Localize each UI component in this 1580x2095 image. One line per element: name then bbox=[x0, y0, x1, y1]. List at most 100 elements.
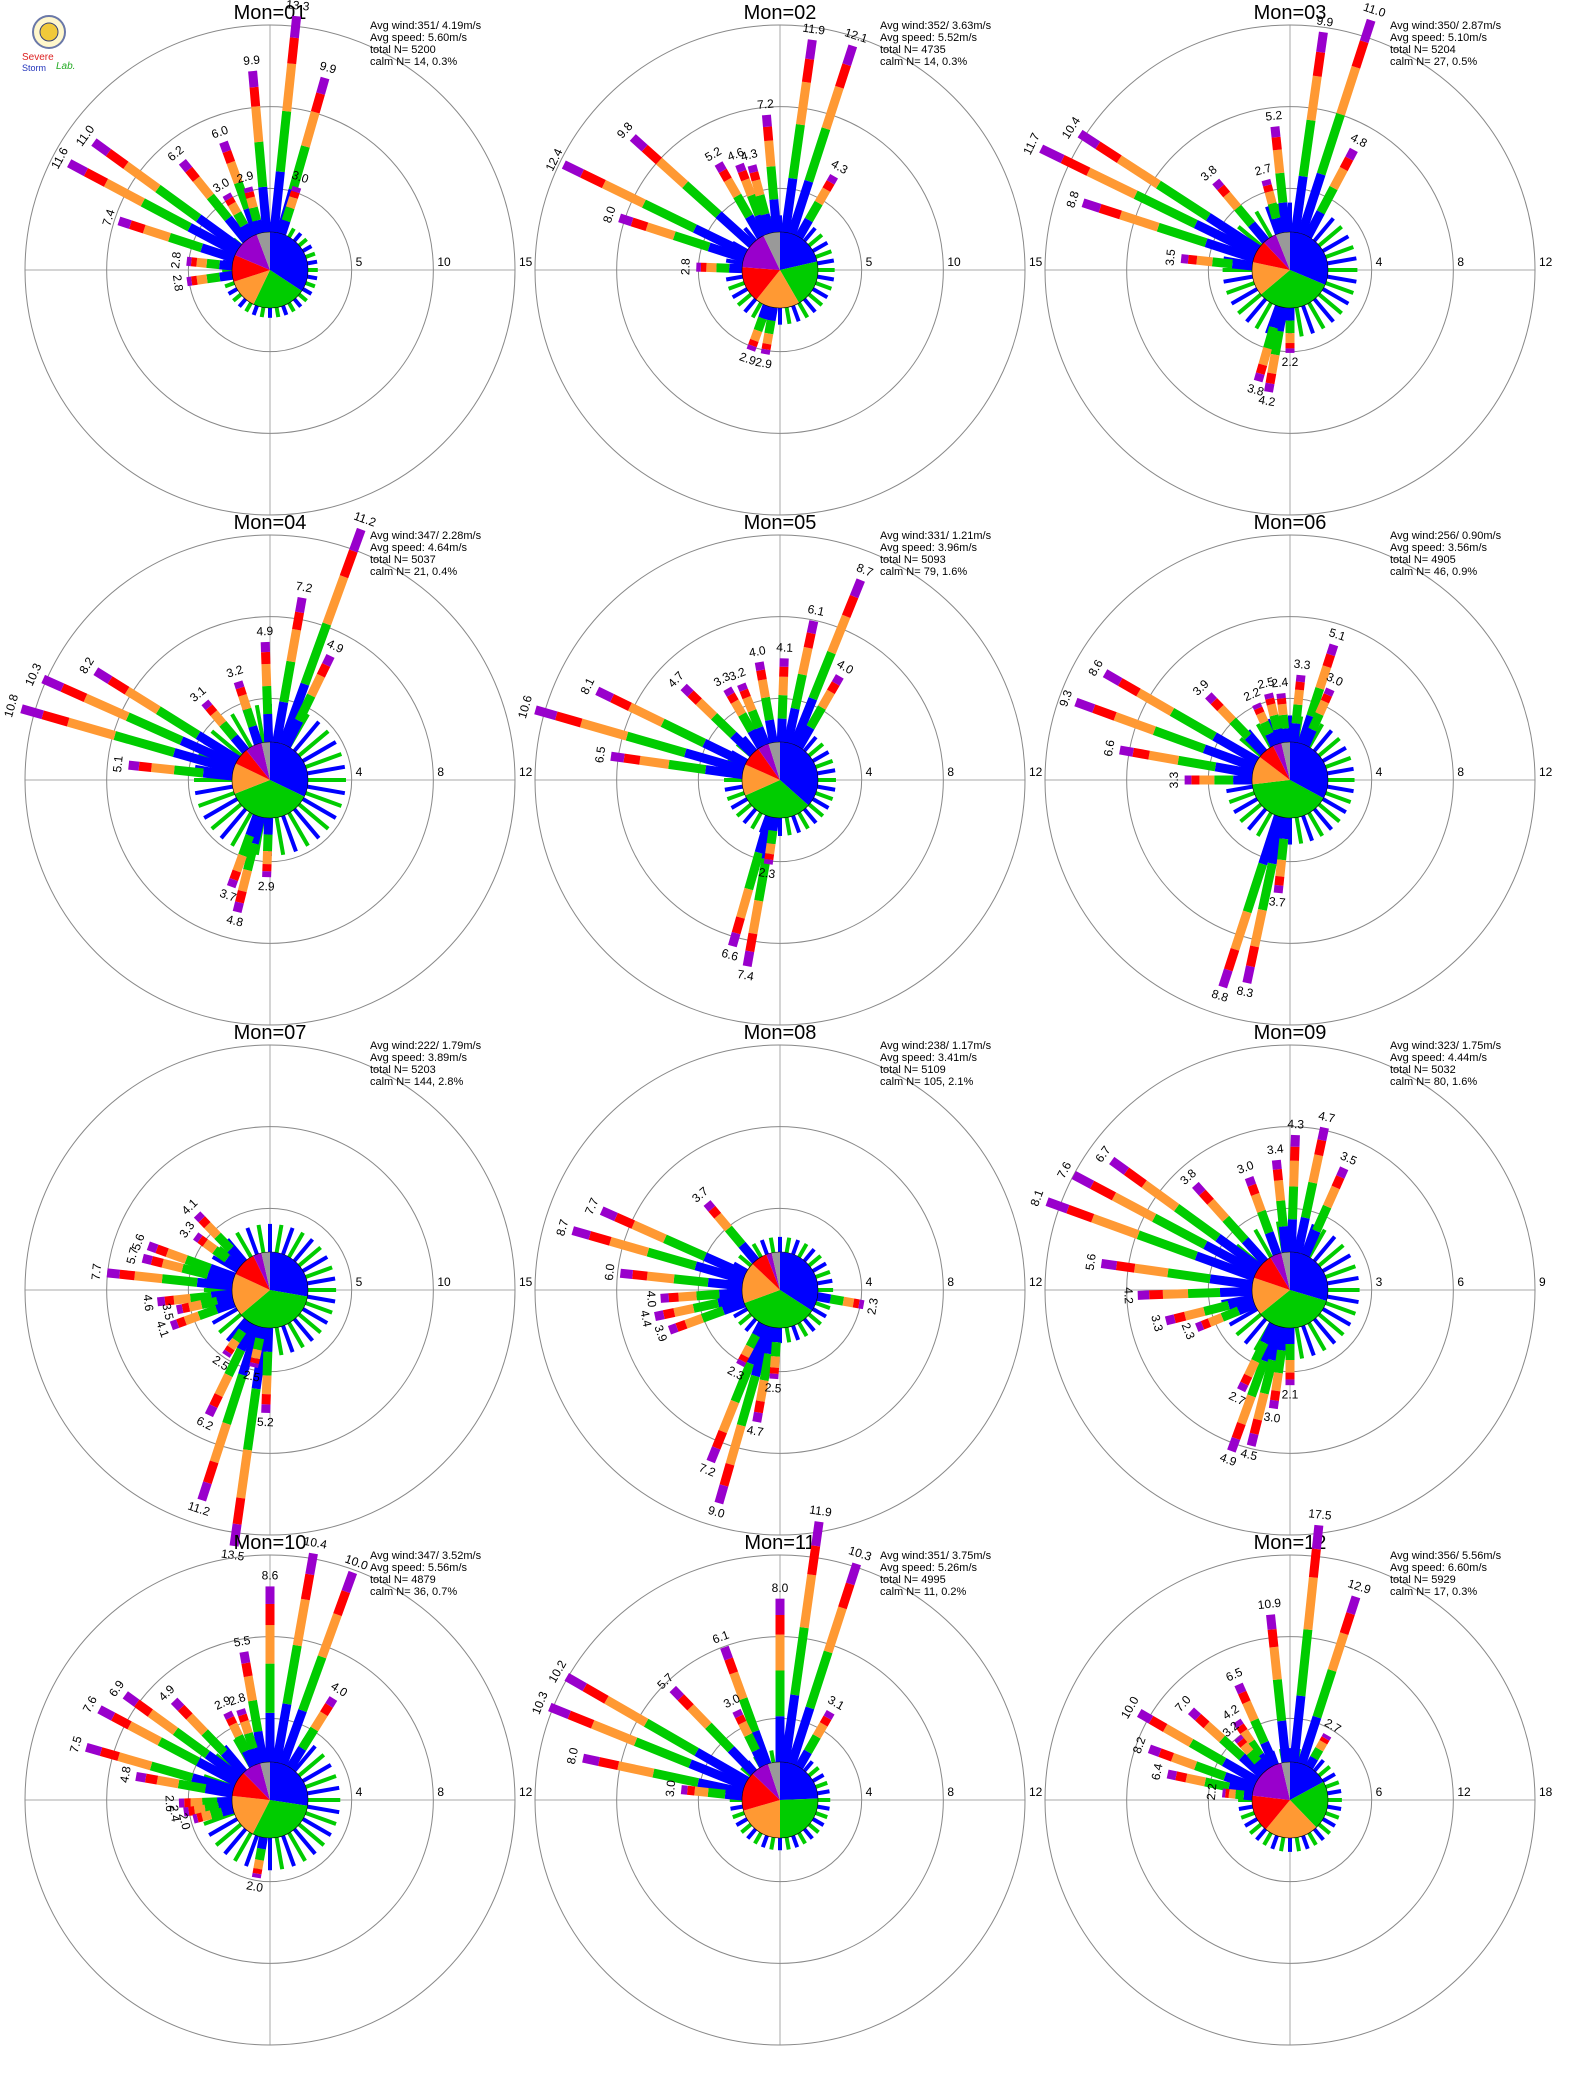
bar-segment bbox=[585, 1687, 607, 1699]
bar-value-label: 2.5 bbox=[242, 1368, 262, 1385]
bar-segment bbox=[179, 1784, 206, 1789]
bar-segment bbox=[762, 680, 765, 698]
bar-segment bbox=[253, 71, 254, 87]
bar-segment bbox=[239, 891, 242, 902]
bar-segment bbox=[1283, 1226, 1286, 1252]
bar-segment bbox=[610, 1241, 648, 1252]
bar-segment bbox=[248, 1676, 252, 1700]
bar-segment bbox=[280, 111, 286, 171]
bar-segment bbox=[315, 94, 320, 113]
bar-segment bbox=[1271, 704, 1274, 715]
bar-segment bbox=[1121, 215, 1159, 227]
bar-segment bbox=[1278, 885, 1279, 893]
minor-spoke bbox=[817, 261, 833, 264]
bar-segment bbox=[287, 64, 292, 112]
bar-segment bbox=[1270, 699, 1271, 705]
bar-value-label: 5.1 bbox=[1327, 625, 1348, 644]
bar-segment bbox=[773, 818, 775, 831]
stat-calm-n: calm N= 17, 0.3% bbox=[1390, 1586, 1477, 1598]
bar-segment bbox=[1277, 150, 1279, 173]
bar-segment bbox=[222, 1809, 233, 1812]
bar-segment bbox=[107, 1273, 120, 1274]
bar-segment bbox=[1269, 1233, 1277, 1254]
bar-segment bbox=[1247, 966, 1251, 983]
bar-segment bbox=[1319, 1742, 1323, 1749]
stat-calm-n: calm N= 14, 0.3% bbox=[880, 56, 967, 68]
bar-segment bbox=[1268, 327, 1274, 348]
bar-segment bbox=[716, 1432, 723, 1448]
bar-segment bbox=[302, 1729, 314, 1748]
bar-segment bbox=[774, 199, 777, 232]
minor-spoke bbox=[799, 813, 808, 829]
bar-segment bbox=[202, 1301, 218, 1304]
minor-spoke bbox=[816, 1272, 830, 1277]
bar-segment bbox=[197, 1817, 202, 1818]
bar-segment bbox=[1294, 723, 1296, 742]
bar-value-label: 8.8 bbox=[1063, 189, 1082, 210]
bar-value-label: 2.8 bbox=[168, 251, 184, 269]
bar-segment bbox=[1317, 52, 1320, 76]
bar-value-label: 6.1 bbox=[710, 1628, 731, 1647]
bar-value-label: 11.9 bbox=[802, 21, 827, 38]
minor-spoke bbox=[307, 767, 344, 774]
bar-segment bbox=[831, 683, 836, 691]
bar-segment bbox=[1222, 1311, 1238, 1318]
bar-segment bbox=[742, 1723, 748, 1735]
bar-segment bbox=[759, 662, 760, 670]
minor-spoke bbox=[804, 1319, 814, 1331]
ring-label: 6 bbox=[1376, 1785, 1383, 1799]
bar-segment bbox=[1214, 701, 1221, 708]
bar-segment bbox=[729, 1659, 734, 1673]
pie-slice bbox=[780, 1798, 818, 1838]
bar-value-label: 4.7 bbox=[1317, 1109, 1337, 1126]
bar-segment bbox=[1149, 1749, 1159, 1753]
minor-spoke bbox=[246, 303, 251, 311]
ring-label: 3 bbox=[1376, 1275, 1383, 1289]
bar-segment bbox=[1223, 970, 1229, 987]
bar-segment bbox=[1260, 365, 1263, 374]
bar-segment bbox=[1326, 1735, 1328, 1738]
bar-segment bbox=[1176, 1776, 1186, 1778]
bar-segment bbox=[1260, 713, 1264, 722]
bar-segment bbox=[1212, 262, 1232, 264]
bar-segment bbox=[1328, 689, 1330, 695]
minor-spoke bbox=[729, 283, 745, 289]
bar-segment bbox=[582, 173, 604, 184]
bar-segment bbox=[266, 664, 267, 686]
bar-segment bbox=[771, 307, 773, 320]
bar-segment bbox=[182, 162, 188, 170]
bar-segment bbox=[793, 125, 801, 179]
bar-segment bbox=[771, 831, 773, 844]
bar-segment bbox=[268, 1328, 269, 1352]
bar-segment bbox=[1232, 264, 1252, 266]
bar-value-label: 11.0 bbox=[1362, 0, 1388, 20]
bar-segment bbox=[727, 689, 730, 695]
bar-segment bbox=[267, 686, 268, 714]
bar-segment bbox=[1274, 307, 1280, 328]
bar-segment bbox=[223, 724, 234, 738]
bar-value-label: 2.3 bbox=[864, 1297, 881, 1316]
bar-segment bbox=[94, 142, 109, 153]
bar-segment bbox=[735, 702, 742, 715]
stat-total-n: total N= 4905 bbox=[1390, 554, 1456, 566]
bar-segment bbox=[802, 648, 808, 675]
minor-spoke bbox=[1224, 277, 1253, 282]
bar-segment bbox=[1278, 1180, 1280, 1200]
bar-value-label: 6.5 bbox=[1224, 1665, 1245, 1685]
minor-spoke bbox=[817, 1281, 832, 1284]
bar-segment bbox=[745, 180, 751, 195]
bar-value-label: 3.2 bbox=[225, 662, 246, 681]
bar-segment bbox=[1244, 1745, 1250, 1752]
bar-segment bbox=[747, 698, 752, 711]
bar-segment bbox=[260, 1327, 262, 1338]
bar-segment bbox=[106, 183, 143, 203]
bar-value-label: 3.5 bbox=[1338, 1149, 1359, 1169]
bar-segment bbox=[766, 115, 767, 127]
bar-segment bbox=[723, 1402, 735, 1432]
bar-segment bbox=[1284, 818, 1286, 839]
bar-segment bbox=[305, 112, 315, 146]
stat-avg-wind: Avg wind:331/ 1.21m/s bbox=[880, 530, 992, 542]
bar-segment bbox=[754, 172, 756, 180]
pie-slice bbox=[270, 1252, 308, 1296]
